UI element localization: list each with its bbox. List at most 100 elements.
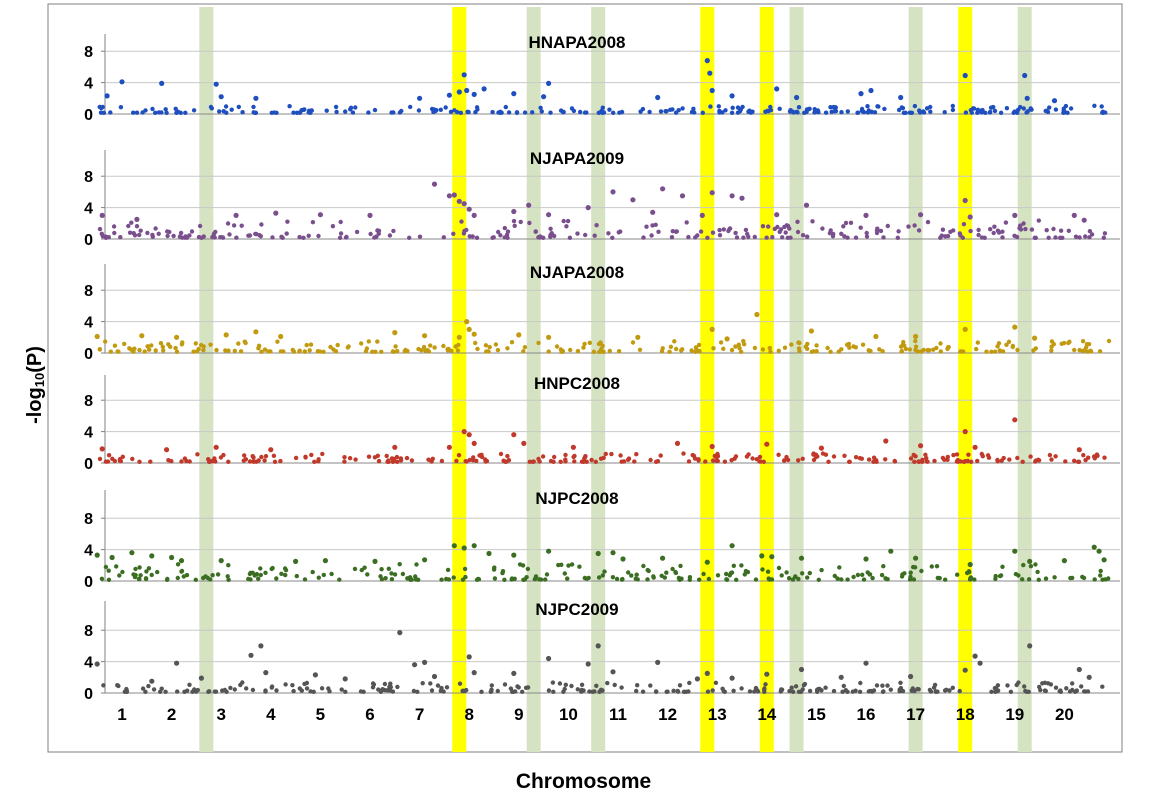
background-point <box>525 566 531 572</box>
background-point <box>812 110 817 115</box>
data-point <box>962 326 968 332</box>
background-point <box>167 229 172 235</box>
background-point <box>489 683 494 688</box>
data-point <box>99 446 105 452</box>
background-point <box>717 108 722 114</box>
background-point <box>394 454 400 460</box>
background-point <box>103 339 108 344</box>
background-point <box>247 233 253 238</box>
background-point <box>1053 107 1059 112</box>
background-point <box>1000 229 1005 234</box>
background-point <box>550 680 556 685</box>
background-point <box>1089 232 1095 237</box>
background-point <box>579 459 585 464</box>
background-point <box>495 688 500 694</box>
data-point <box>94 552 100 558</box>
background-point <box>183 110 188 116</box>
x-tick-label: 10 <box>559 705 578 724</box>
background-point <box>885 683 890 688</box>
background-point <box>226 348 231 353</box>
background-point <box>324 108 329 113</box>
background-point <box>938 349 943 354</box>
background-point <box>752 345 758 351</box>
background-point <box>888 687 893 692</box>
background-point <box>853 235 859 240</box>
background-point <box>464 687 469 693</box>
background-point <box>670 566 675 572</box>
background-point <box>872 110 878 115</box>
background-point <box>795 229 801 235</box>
background-point <box>960 235 965 240</box>
background-point <box>483 457 488 462</box>
background-point <box>131 349 136 354</box>
background-point <box>112 230 117 236</box>
data-point <box>511 91 517 97</box>
data-point <box>178 558 185 564</box>
data-point <box>412 662 418 668</box>
background-point <box>561 218 566 224</box>
data-point <box>223 332 229 338</box>
data-point <box>808 328 815 334</box>
y-tick-label: 0 <box>84 346 93 363</box>
background-point <box>883 457 888 462</box>
background-point <box>942 457 947 462</box>
background-point <box>703 459 708 464</box>
background-point <box>713 680 719 685</box>
y-tick-label: 8 <box>84 44 93 61</box>
data-point <box>456 334 462 340</box>
data-point <box>709 87 715 94</box>
background-point <box>511 218 517 224</box>
background-point <box>645 567 650 573</box>
data-point <box>1076 666 1082 673</box>
background-point <box>795 110 800 115</box>
background-point <box>524 575 529 580</box>
background-point <box>796 576 801 582</box>
background-point <box>474 235 480 240</box>
background-point <box>337 577 342 582</box>
background-point <box>776 452 781 457</box>
background-point <box>1042 688 1048 693</box>
background-point <box>236 104 241 110</box>
background-point <box>346 344 351 349</box>
background-point <box>395 348 400 354</box>
background-point <box>210 573 215 578</box>
background-point <box>696 349 702 354</box>
background-point <box>673 110 679 115</box>
background-point <box>738 107 743 112</box>
background-point <box>124 689 130 694</box>
background-point <box>630 340 636 345</box>
background-point <box>931 347 936 352</box>
data-point <box>1081 217 1087 223</box>
background-point <box>248 570 253 576</box>
data-point <box>258 643 264 649</box>
background-point <box>635 577 640 582</box>
background-point <box>787 226 792 231</box>
background-point <box>99 231 105 236</box>
data-point <box>729 675 735 681</box>
background-point <box>1100 110 1105 115</box>
data-point <box>863 212 869 218</box>
background-point <box>530 110 535 115</box>
background-point <box>211 231 217 237</box>
data-point <box>699 212 705 218</box>
background-point <box>266 349 271 354</box>
background-point <box>254 231 259 237</box>
data-point <box>798 555 805 561</box>
background-point <box>308 342 314 347</box>
background-point <box>207 689 212 694</box>
background-point <box>568 347 573 353</box>
data-point <box>456 198 462 204</box>
background-point <box>395 459 400 464</box>
background-point <box>721 346 726 351</box>
background-point <box>968 576 973 581</box>
background-point <box>839 110 844 115</box>
background-point <box>907 577 913 582</box>
background-point <box>897 687 902 692</box>
data-point <box>431 181 438 187</box>
background-point <box>665 689 670 694</box>
data-point <box>769 554 775 560</box>
background-point <box>1018 223 1023 228</box>
background-point <box>457 681 463 686</box>
background-point <box>939 233 944 238</box>
